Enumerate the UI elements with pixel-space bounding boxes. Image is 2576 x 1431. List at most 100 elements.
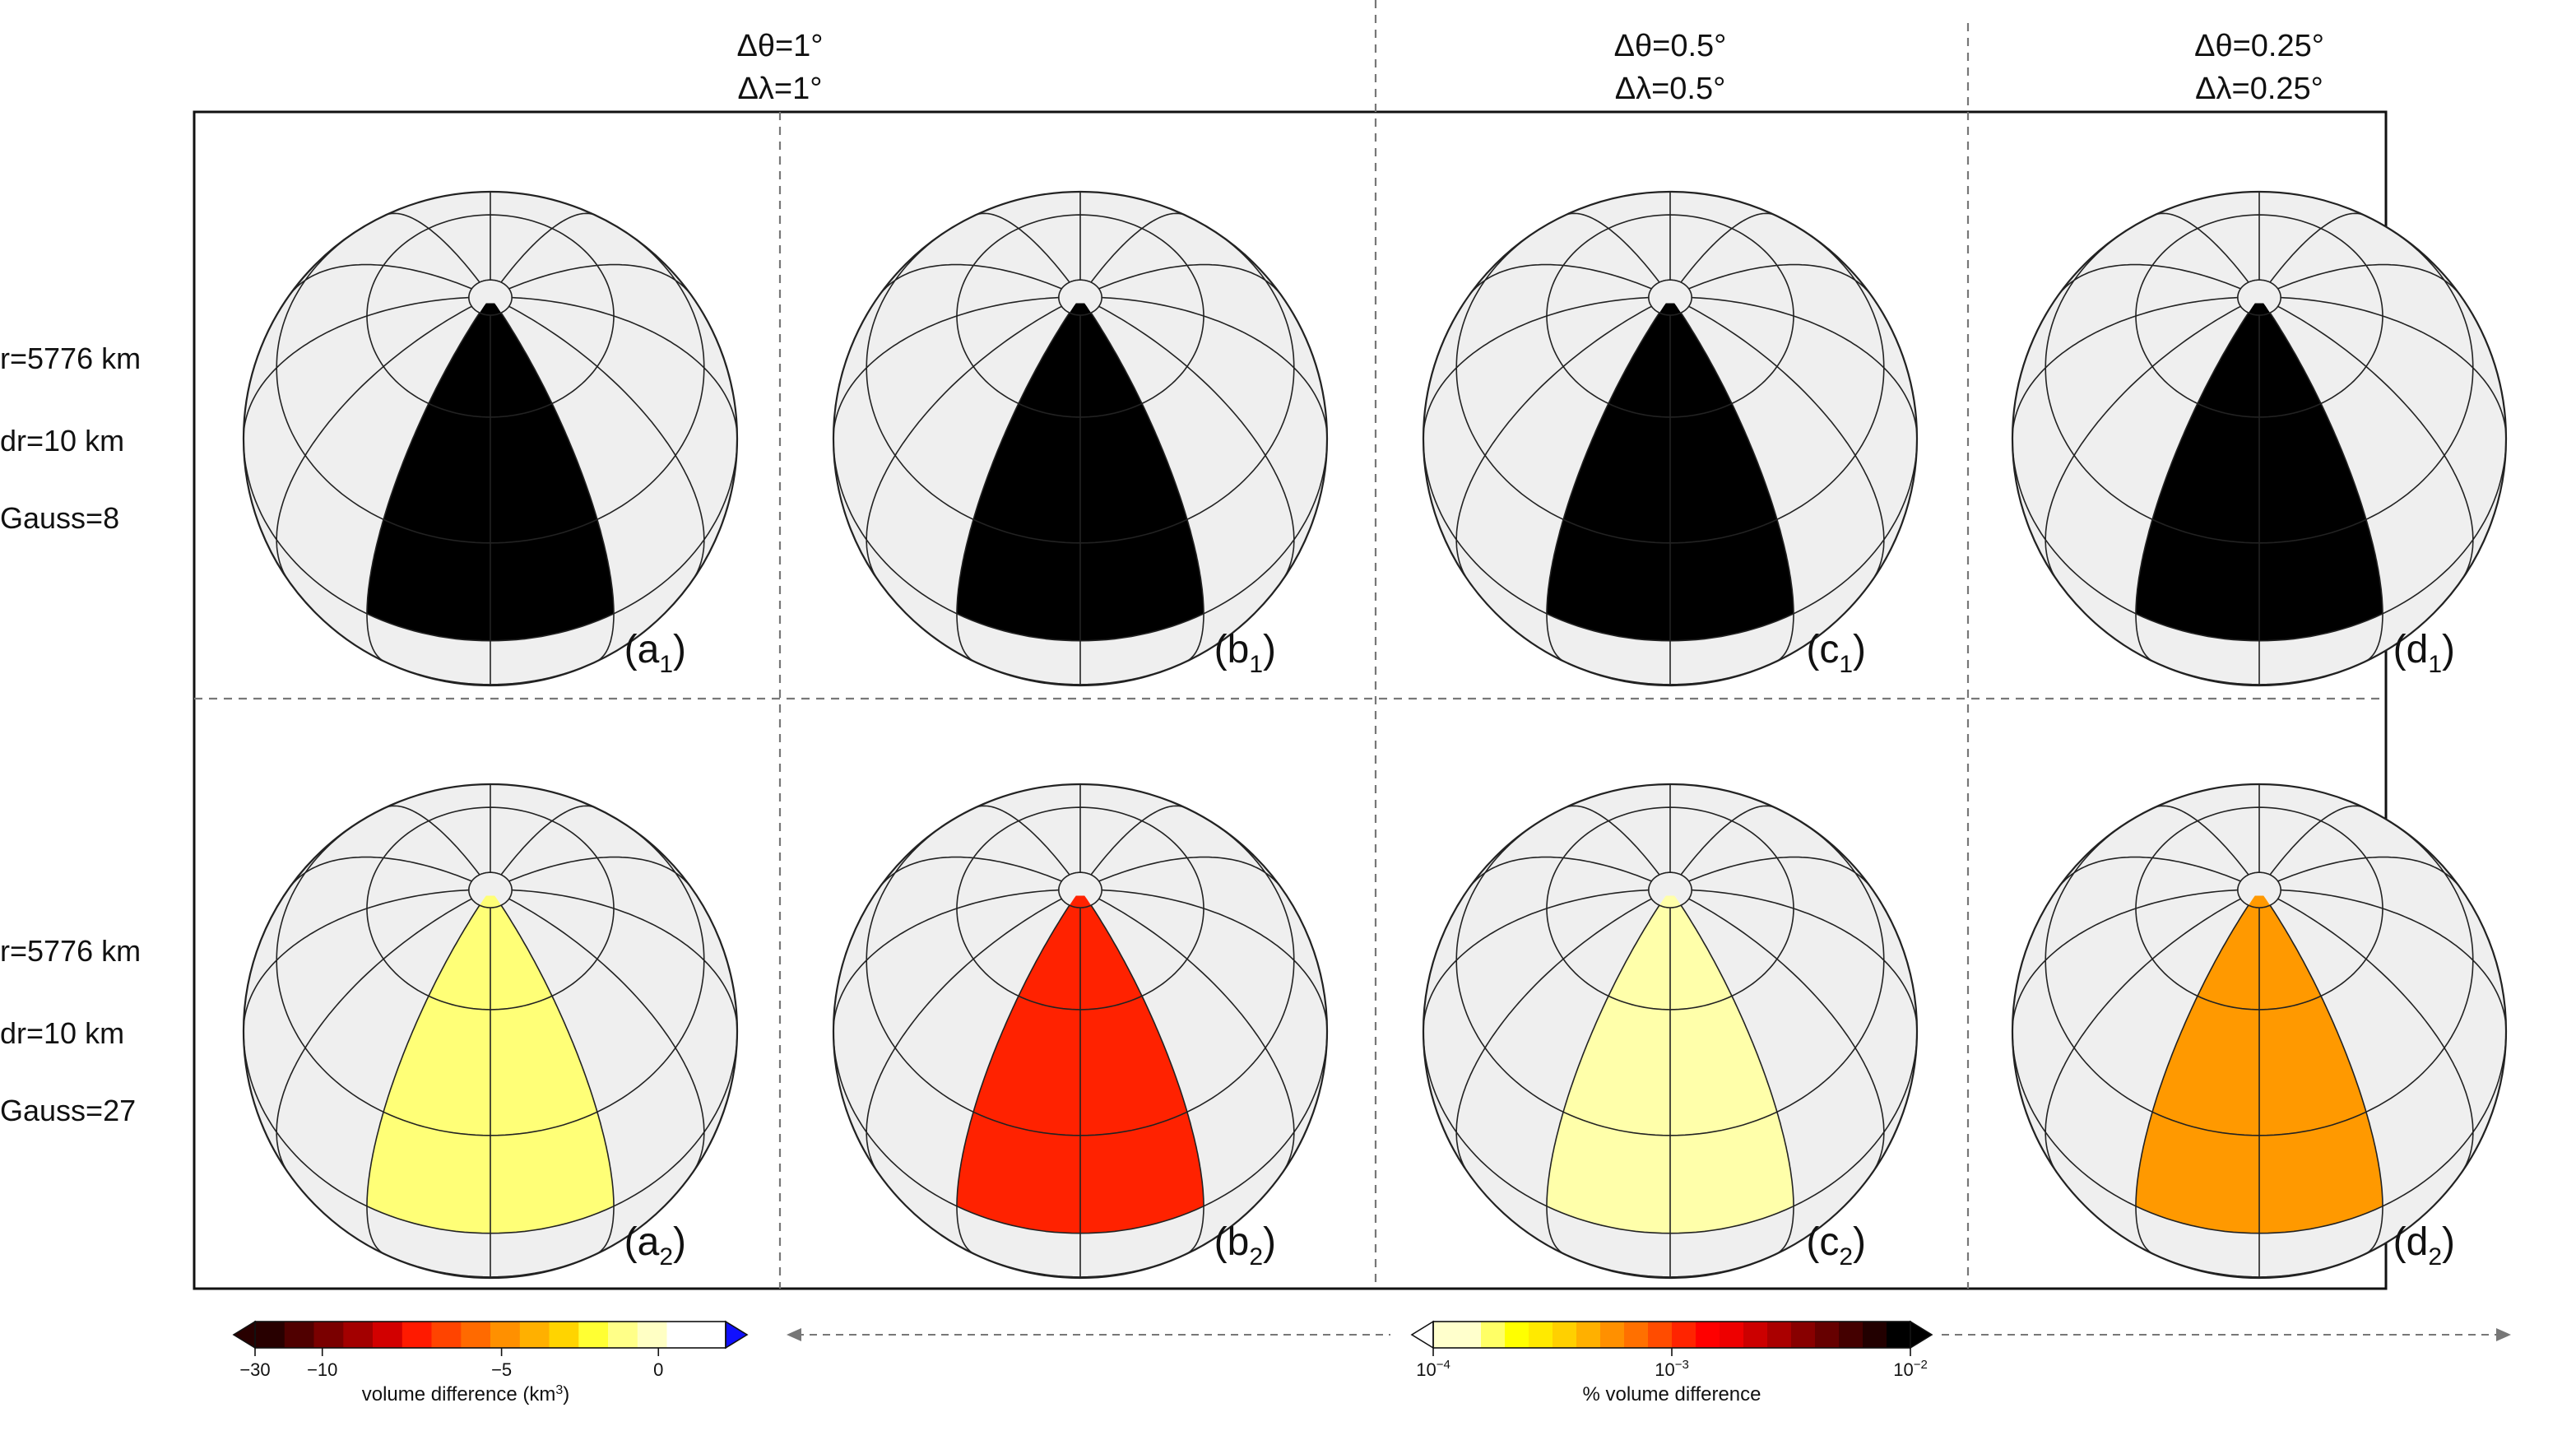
- globe-outline: [1422, 190, 1919, 687]
- colorbar-segment: [637, 1322, 668, 1348]
- meridian-line: [500, 805, 596, 876]
- globe-outline: [832, 783, 1329, 1280]
- header-theta-3: Δθ=0.25°: [2194, 29, 2324, 63]
- meridian-line: [1090, 212, 1186, 283]
- panel-label: (c2): [1806, 1220, 1866, 1271]
- meridian-line: [508, 263, 692, 296]
- meridian-line: [244, 296, 469, 439]
- colorbar-segment: [1481, 1322, 1506, 1348]
- graticule: [1423, 192, 1917, 685]
- meridian-line: [975, 805, 1070, 876]
- globe-outline: [2011, 190, 2508, 687]
- colorbar-segment: [1553, 1322, 1577, 1348]
- column-header-1: Δθ=1° Δλ=1°: [736, 29, 823, 106]
- header-theta-1: Δθ=1°: [736, 29, 823, 63]
- panel-label: (a1): [624, 628, 686, 678]
- colorbar-segment: [1529, 1322, 1553, 1348]
- meridian-line: [2269, 212, 2365, 283]
- header-theta-2: Δθ=0.5°: [1614, 29, 1727, 63]
- meridian-line: [385, 805, 480, 876]
- meridian-line: [1469, 856, 1652, 889]
- meridian-line: [1090, 904, 1204, 1255]
- colorbar-segment: [490, 1322, 521, 1348]
- colorbar-segment: [1720, 1322, 1744, 1348]
- meridian-line: [2045, 305, 2241, 581]
- meridian-line: [508, 305, 705, 581]
- colorbar-segment: [1767, 1322, 1792, 1348]
- meridian-line: [975, 212, 1070, 283]
- globe-panel-a1: (a1): [242, 190, 739, 687]
- meridian-line: [1090, 805, 1186, 876]
- meridian-line: [512, 296, 737, 439]
- row1-radius: r=5776 km: [0, 341, 141, 375]
- panel-frame: [193, 110, 2388, 1290]
- colorbar-segment: [431, 1322, 462, 1348]
- globe-panel-c1: (c1): [1422, 190, 1919, 687]
- meridian-line: [244, 889, 469, 1031]
- meridian-line: [1090, 312, 1204, 662]
- colorbar-segment: [1863, 1322, 1887, 1348]
- panel-label: (d1): [2393, 628, 2455, 678]
- meridian-line: [2277, 263, 2461, 296]
- meridian-line: [1423, 889, 1649, 1031]
- meridian-line: [1102, 889, 1327, 1031]
- colorbar-over-arrow: [725, 1320, 749, 1350]
- panel-label: (b1): [1214, 628, 1276, 678]
- meridian-line: [833, 296, 1059, 439]
- colorbar-percent-volume-difference: 10−4 10−3 10−2 % volume difference: [1410, 1320, 1933, 1405]
- meridian-line: [500, 904, 615, 1255]
- meridian-line: [1680, 805, 1775, 876]
- meridian-line: [2269, 904, 2383, 1255]
- globe-outline: [242, 190, 739, 687]
- meridian-line: [1455, 305, 1652, 581]
- colorbar-segment: [373, 1322, 403, 1348]
- row2-gauss: Gauss=27: [0, 1094, 136, 1127]
- colorbar-tick-label: 0: [653, 1359, 663, 1380]
- globe-outline: [1422, 783, 1919, 1280]
- colorbar-frame: [254, 1321, 726, 1349]
- colorbar-tick-label: −5: [491, 1359, 512, 1380]
- globe-panel-c2: (c2): [1422, 783, 1919, 1280]
- globe-outline: [2011, 783, 2508, 1280]
- colorbar-segment: [1743, 1322, 1768, 1348]
- colorbars: −30 −10 −5 0 volume difference (km3) 10−4 10−3…: [232, 1320, 2511, 1405]
- row2-radius: r=5776 km: [0, 934, 141, 968]
- meridian-line: [289, 856, 472, 889]
- colorbar-segment: [519, 1322, 550, 1348]
- meridian-line: [2269, 312, 2383, 662]
- panel-label: (b2): [1214, 1220, 1276, 1271]
- row1-dr: dr=10 km: [0, 424, 124, 458]
- colorbar-segment: [1791, 1322, 1816, 1348]
- dashed-dividers: [194, 0, 2386, 1289]
- meridian-line: [2269, 805, 2365, 876]
- colorbar-segment: [578, 1322, 609, 1348]
- meridian-line: [276, 898, 472, 1173]
- colorbar-under-arrow: [1410, 1320, 1434, 1350]
- colorbar-segment: [1505, 1322, 1529, 1348]
- meridian-line: [1565, 805, 1660, 876]
- meridian-line: [366, 312, 480, 662]
- colorbar-segment: [1696, 1322, 1720, 1348]
- meridian-line: [2012, 889, 2238, 1031]
- graticule: [2012, 192, 2506, 685]
- meridian-line: [2154, 212, 2249, 283]
- meridian-line: [2012, 296, 2238, 439]
- meridian-line: [866, 305, 1062, 581]
- globe-outline: [832, 190, 1329, 687]
- meridian-line: [2277, 898, 2474, 1173]
- meridian-line: [276, 305, 472, 581]
- meridian-line: [508, 898, 705, 1173]
- row1-gauss: Gauss=8: [0, 501, 119, 535]
- colorbar-segment: [1672, 1322, 1696, 1348]
- colorbar-segment: [1433, 1322, 1458, 1348]
- meridian-line: [2281, 296, 2506, 439]
- meridian-line: [1469, 263, 1652, 296]
- row2-dr: dr=10 km: [0, 1016, 124, 1050]
- meridian-line: [366, 904, 480, 1255]
- colorbar-segment: [255, 1322, 285, 1348]
- column-header-3: Δθ=0.25° Δλ=0.25°: [2194, 29, 2324, 106]
- colorbar-tick-label: −10: [307, 1359, 337, 1380]
- meridian-line: [1692, 889, 1917, 1031]
- globe-panel-a2: (a2): [242, 783, 739, 1280]
